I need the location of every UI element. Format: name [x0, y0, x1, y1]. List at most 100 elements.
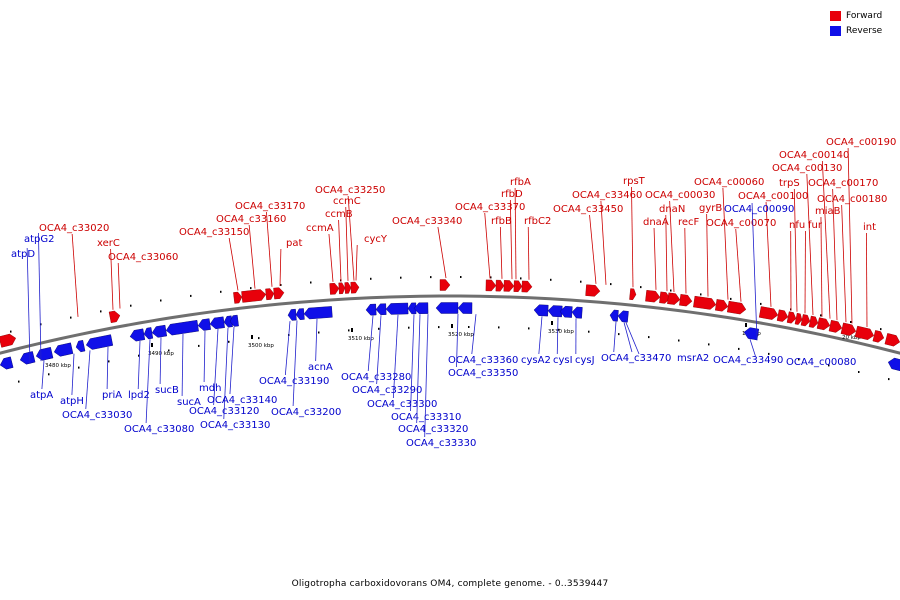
reverse-gene-label: OCA4_c33360	[448, 355, 518, 366]
forward-gene-arrow	[816, 317, 831, 331]
track-dot	[708, 343, 710, 346]
track-dot	[828, 364, 830, 367]
gene-leader-line	[137, 340, 141, 390]
gene-leader-line	[600, 200, 607, 285]
reverse-gene-label: OCA4_c00090	[724, 204, 794, 215]
forward-gene-arrow	[679, 294, 693, 307]
gene-leader-line	[631, 186, 634, 288]
forward-gene-label: ccmA	[306, 223, 334, 234]
gene-leader-line	[367, 315, 374, 372]
gene-leader-line	[223, 327, 229, 420]
reverse-gene-arrow	[547, 305, 563, 318]
track-dot	[850, 321, 852, 323]
forward-gene-arrow	[828, 319, 843, 333]
forward-gene-label: gyrB	[699, 203, 722, 214]
reverse-gene-arrow	[35, 346, 54, 361]
reverse-gene-label: sucA	[177, 397, 201, 408]
forward-gene-arrow	[667, 292, 681, 305]
gene-leader-line	[38, 232, 42, 362]
track-dot	[520, 277, 522, 280]
forward-gene-arrow	[884, 333, 900, 347]
track-dot	[40, 323, 42, 326]
forward-gene-label: OCA4_c33460	[572, 190, 642, 201]
reverse-gene-arrow	[533, 304, 549, 317]
gene-leader-line	[684, 227, 687, 294]
reverse-gene-label: OCA4_c33310	[391, 412, 461, 423]
track-dot	[858, 371, 860, 373]
forward-gene-arrow	[338, 282, 346, 295]
track-dot	[100, 310, 102, 313]
forward-gene-label: pat	[286, 238, 302, 249]
forward-gene-label: OCA4_c33340	[392, 216, 462, 227]
track-dot	[400, 276, 402, 279]
forward-gene-arrow	[265, 288, 275, 301]
reverse-gene-arrow	[295, 308, 305, 320]
reverse-gene-arrow	[385, 302, 409, 315]
reverse-gene-label: OCA4_c33030	[62, 410, 132, 421]
track-dot	[760, 302, 762, 305]
track-dot	[820, 314, 822, 317]
gene-leader-line	[751, 202, 758, 341]
scale-tick-mark	[351, 328, 353, 332]
track-dot	[730, 297, 732, 300]
forward-gene-arrow	[659, 291, 671, 304]
track-dot	[640, 286, 642, 289]
forward-gene-label: rfbB	[491, 216, 512, 227]
gene-leader-line	[410, 314, 415, 412]
forward-swatch-icon	[830, 10, 841, 21]
track-dot	[310, 281, 312, 284]
gene-leader-line	[847, 147, 853, 324]
map-caption: Oligotropha carboxidovorans OM4, complet…	[291, 579, 609, 589]
track-dot	[678, 339, 680, 342]
track-dot	[768, 352, 770, 355]
gene-leader-line	[315, 318, 318, 362]
forward-gene-arrow	[645, 290, 661, 303]
forward-gene-arrow	[758, 306, 779, 320]
reverse-gene-arrow	[165, 320, 199, 336]
forward-gene-arrow	[233, 291, 243, 304]
forward-gene-label: int	[863, 222, 876, 233]
forward-gene-label: OCA4_c00070	[706, 218, 776, 229]
reverse-gene-arrow	[209, 316, 225, 330]
gene-leader-line	[749, 339, 756, 357]
gene-leader-line	[653, 227, 657, 290]
scale-tick-label: 3480 kbp	[45, 363, 71, 369]
track-dot	[280, 284, 282, 286]
gene-leader-line	[527, 226, 530, 280]
forward-gene-label: rfbD	[501, 189, 523, 200]
gene-leader-line	[228, 237, 239, 291]
gene-leader-line	[229, 326, 235, 395]
gene-leader-line	[821, 160, 831, 319]
reverse-gene-label: OCA4_c33350	[448, 368, 518, 379]
reverse-gene-label: OCA4_c33280	[341, 372, 411, 383]
forward-gene-arrow	[485, 279, 497, 292]
track-dot	[490, 276, 492, 279]
forward-gene-arrow	[776, 309, 789, 322]
track-dot	[190, 294, 192, 297]
forward-gene-label: OCA4_c33160	[216, 214, 286, 225]
forward-gene-label: OCA4_c33020	[39, 223, 109, 234]
gene-leader-line	[625, 322, 640, 355]
forward-gene-label: OCA4_c00030	[645, 190, 715, 201]
gene-leader-line	[765, 201, 772, 307]
reverse-gene-label: OCA4_c33330	[406, 438, 476, 449]
gene-leader-line	[866, 232, 868, 328]
forward-gene-label: xerC	[97, 238, 120, 249]
track-dot	[220, 290, 222, 293]
reverse-gene-label: msrA2	[677, 353, 709, 364]
forward-gene-label: OCA4_c00100	[738, 191, 808, 202]
scale-tick-label: 3530 kbp	[548, 329, 574, 335]
gene-leader-line	[806, 173, 814, 316]
reverse-gene-label: OCA4_c33300	[367, 399, 437, 410]
reverse-gene-label: priA	[102, 390, 122, 401]
forward-gene-arrow	[329, 282, 340, 295]
gene-leader-line	[181, 333, 184, 397]
scale-tick-mark	[251, 335, 253, 339]
forward-gene-arrow	[108, 310, 121, 324]
gene-leader-line	[338, 219, 342, 282]
track-dot	[130, 304, 132, 307]
gene-leader-line	[71, 353, 75, 396]
track-dot	[318, 331, 320, 334]
forward-gene-label: rfbA	[510, 177, 531, 188]
